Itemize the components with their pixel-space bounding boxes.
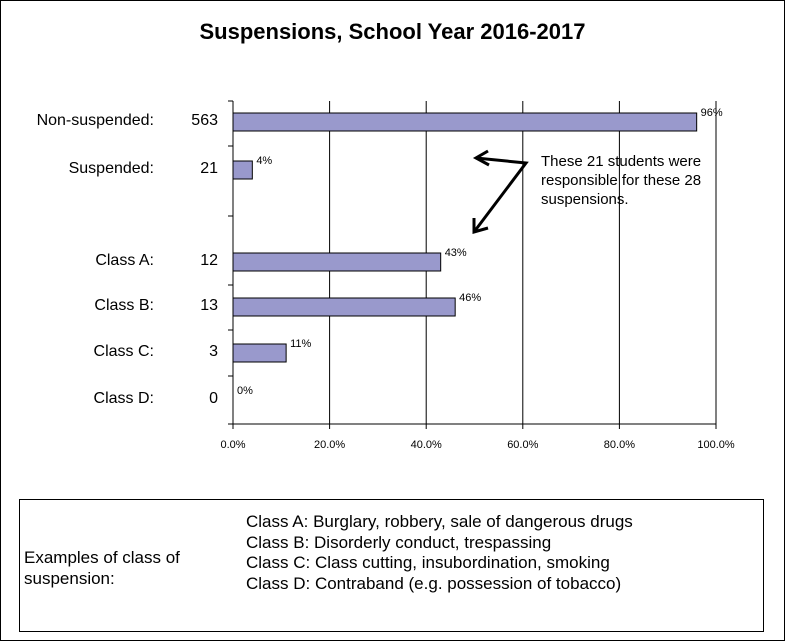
bar (232, 160, 253, 180)
data-label: 4% (256, 155, 273, 167)
category-count: 13 (200, 297, 218, 314)
legend-heading: Examples of class of suspension: (24, 548, 180, 588)
x-tick-label: 60.0% (507, 439, 539, 451)
category-count: 0 (209, 390, 218, 407)
category-label: Class B: (94, 297, 154, 314)
category-count: 3 (209, 343, 218, 360)
category-label: Class D: (93, 390, 154, 407)
arrowhead-lower (472, 218, 489, 234)
category-count: 563 (191, 112, 218, 129)
data-label: 96% (700, 107, 723, 119)
category-label: Class C: (93, 343, 154, 360)
x-tick-label: 20.0% (313, 439, 346, 451)
bar (232, 252, 442, 272)
data-label: 43% (444, 247, 467, 259)
category-label: Suspended: (68, 160, 154, 177)
category-count: 12 (200, 252, 218, 269)
annotation-text: These 21 students were responsible for t… (541, 153, 702, 208)
bar (232, 343, 287, 363)
data-label: 11% (290, 338, 312, 350)
x-tick-label: 40.0% (410, 439, 442, 451)
legend-item-class-c: Class C: Class cutting, insubordination,… (246, 553, 610, 572)
chart-title: Suspensions, School Year 2016-2017 (199, 19, 586, 44)
legend-item-class-a: Class A: Burglary, robbery, sale of dang… (246, 512, 633, 531)
arrowhead-upper (472, 149, 490, 167)
data-label: 0% (237, 385, 253, 397)
category-count: 21 (200, 160, 218, 177)
category-label: Class A: (95, 252, 154, 269)
suspension-class-legend: Examples of class of suspension: Class A… (19, 499, 764, 632)
x-tick-label: 100.0% (697, 439, 735, 451)
legend-item-class-d: Class D: Contraband (e.g. possession of … (246, 573, 622, 593)
x-tick-label: 0.0% (220, 439, 246, 451)
annotation-arrow (472, 156, 529, 233)
x-tick-label: 80.0% (603, 439, 635, 451)
bar (232, 297, 456, 317)
legend-item-class-b: Class B: Disorderly conduct, trespassing (246, 532, 552, 552)
category-label: Non-suspended: (36, 112, 154, 129)
legend-list: Class A: Burglary, robbery, sale of dang… (246, 512, 633, 594)
data-label: 46% (459, 292, 482, 304)
bar (232, 112, 698, 132)
